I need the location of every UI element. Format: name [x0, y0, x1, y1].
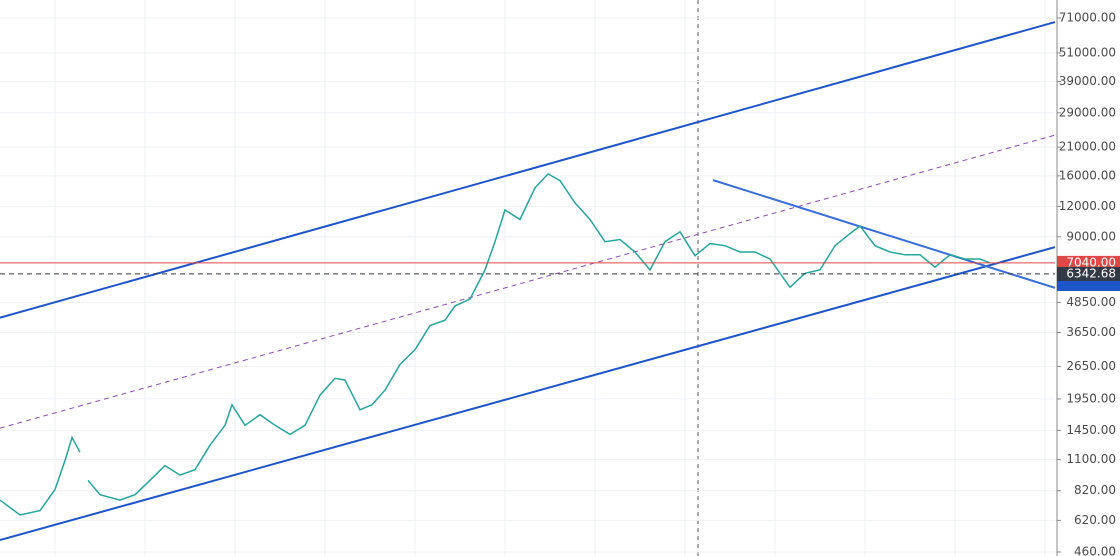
y-tick-label: 620.00: [1074, 513, 1116, 527]
trend-line: [712, 179, 1056, 289]
y-tick-label: 21000.00: [1059, 140, 1116, 154]
price-label: 7040.00: [1066, 255, 1116, 269]
price-line: [87, 172, 991, 501]
y-tick-label: 1100.00: [1066, 452, 1116, 466]
y-tick-label: 1950.00: [1066, 391, 1116, 405]
y-tick-label: 9000.00: [1066, 229, 1116, 243]
y-tick-label: 460.00: [1074, 545, 1116, 556]
y-tick-label: 12000.00: [1059, 199, 1116, 213]
y-tick-label: 1450.00: [1066, 423, 1116, 437]
trend-line: [0, 134, 1056, 429]
price-badge: [1057, 255, 1120, 270]
price-badge: [1057, 266, 1120, 281]
price-badge: [1057, 279, 1120, 291]
y-tick-label: 3650.00: [1066, 325, 1116, 339]
y-tick-label: 4850.00: [1066, 295, 1116, 309]
y-tick-label: 71000.00: [1059, 10, 1116, 24]
price-line: [0, 435, 81, 516]
y-tick-label: 29000.00: [1059, 105, 1116, 119]
y-tick-label: 820.00: [1074, 483, 1116, 497]
y-tick-label: 2650.00: [1066, 359, 1116, 373]
y-tick-label: 39000.00: [1059, 74, 1116, 88]
y-tick-label: 51000.00: [1059, 46, 1116, 60]
trend-line: [0, 246, 1056, 542]
trend-line: [0, 21, 1056, 319]
price-label: 6342.68: [1066, 266, 1116, 280]
y-tick-label: 16000.00: [1059, 168, 1116, 182]
